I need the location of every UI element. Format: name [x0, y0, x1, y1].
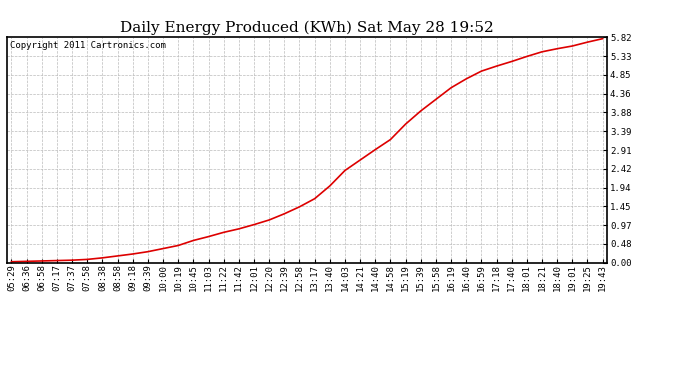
- Title: Daily Energy Produced (KWh) Sat May 28 19:52: Daily Energy Produced (KWh) Sat May 28 1…: [120, 21, 494, 35]
- Text: Copyright 2011 Cartronics.com: Copyright 2011 Cartronics.com: [10, 41, 166, 50]
